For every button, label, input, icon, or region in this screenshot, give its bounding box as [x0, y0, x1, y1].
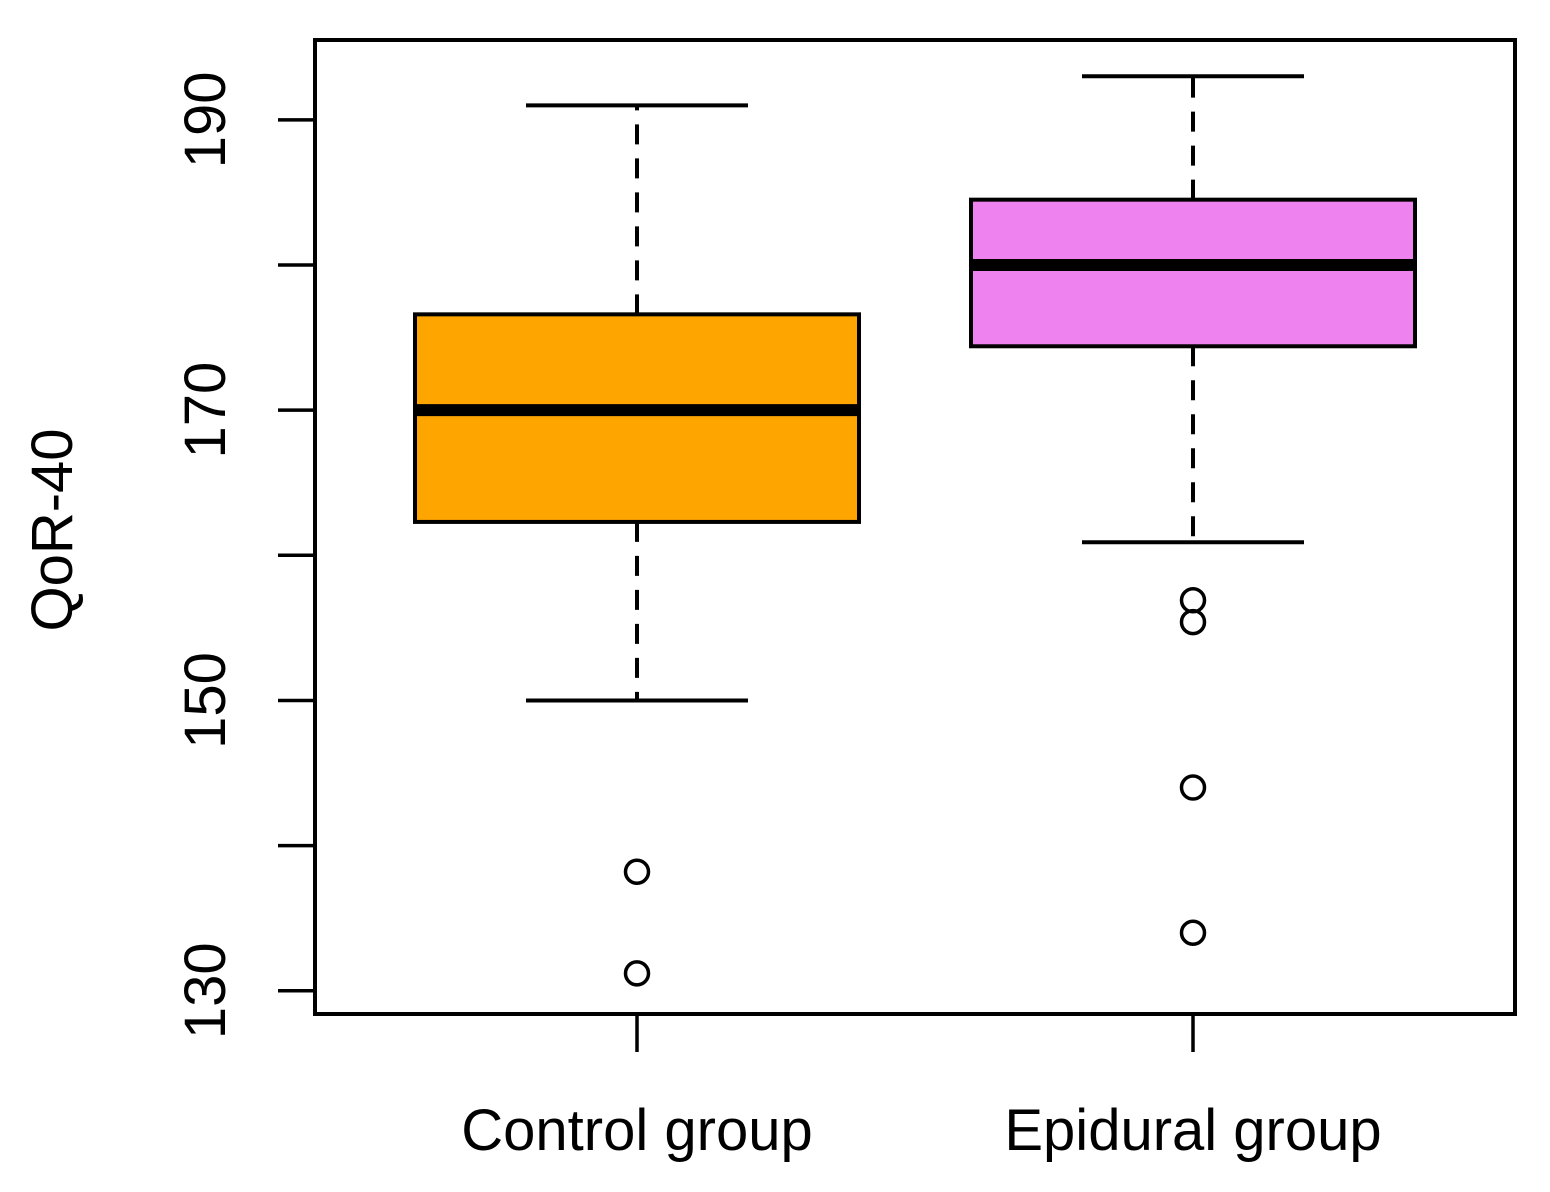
epidural-group-outlier	[1179, 587, 1207, 614]
epidural-group-box	[969, 197, 1417, 349]
epidural-group-box-group	[969, 74, 1417, 946]
x-tick-label: Control group	[461, 1098, 812, 1163]
control-group-box-group	[413, 103, 861, 987]
y-axis-label: QoR-40	[20, 428, 85, 631]
control-group-box	[413, 312, 861, 524]
control-group-outlier	[623, 960, 651, 987]
epidural-group-outlier	[1179, 919, 1207, 946]
epidural-group-outlier	[1179, 608, 1207, 636]
plot-frame	[313, 38, 1517, 1016]
y-tick-label: 130	[173, 942, 238, 1039]
control-group-outlier	[623, 858, 651, 885]
x-axis: Control group Epidural group	[461, 1014, 1382, 1163]
y-tick-label: 150	[173, 652, 238, 749]
plot-layer	[413, 74, 1417, 987]
y-tick-label: 190	[173, 71, 238, 168]
epidural-group-outlier	[1179, 774, 1207, 801]
x-tick-label: Epidural group	[1004, 1098, 1381, 1163]
y-axis: 130 150 170 190	[173, 71, 315, 1039]
y-tick-label: 170	[173, 362, 238, 459]
